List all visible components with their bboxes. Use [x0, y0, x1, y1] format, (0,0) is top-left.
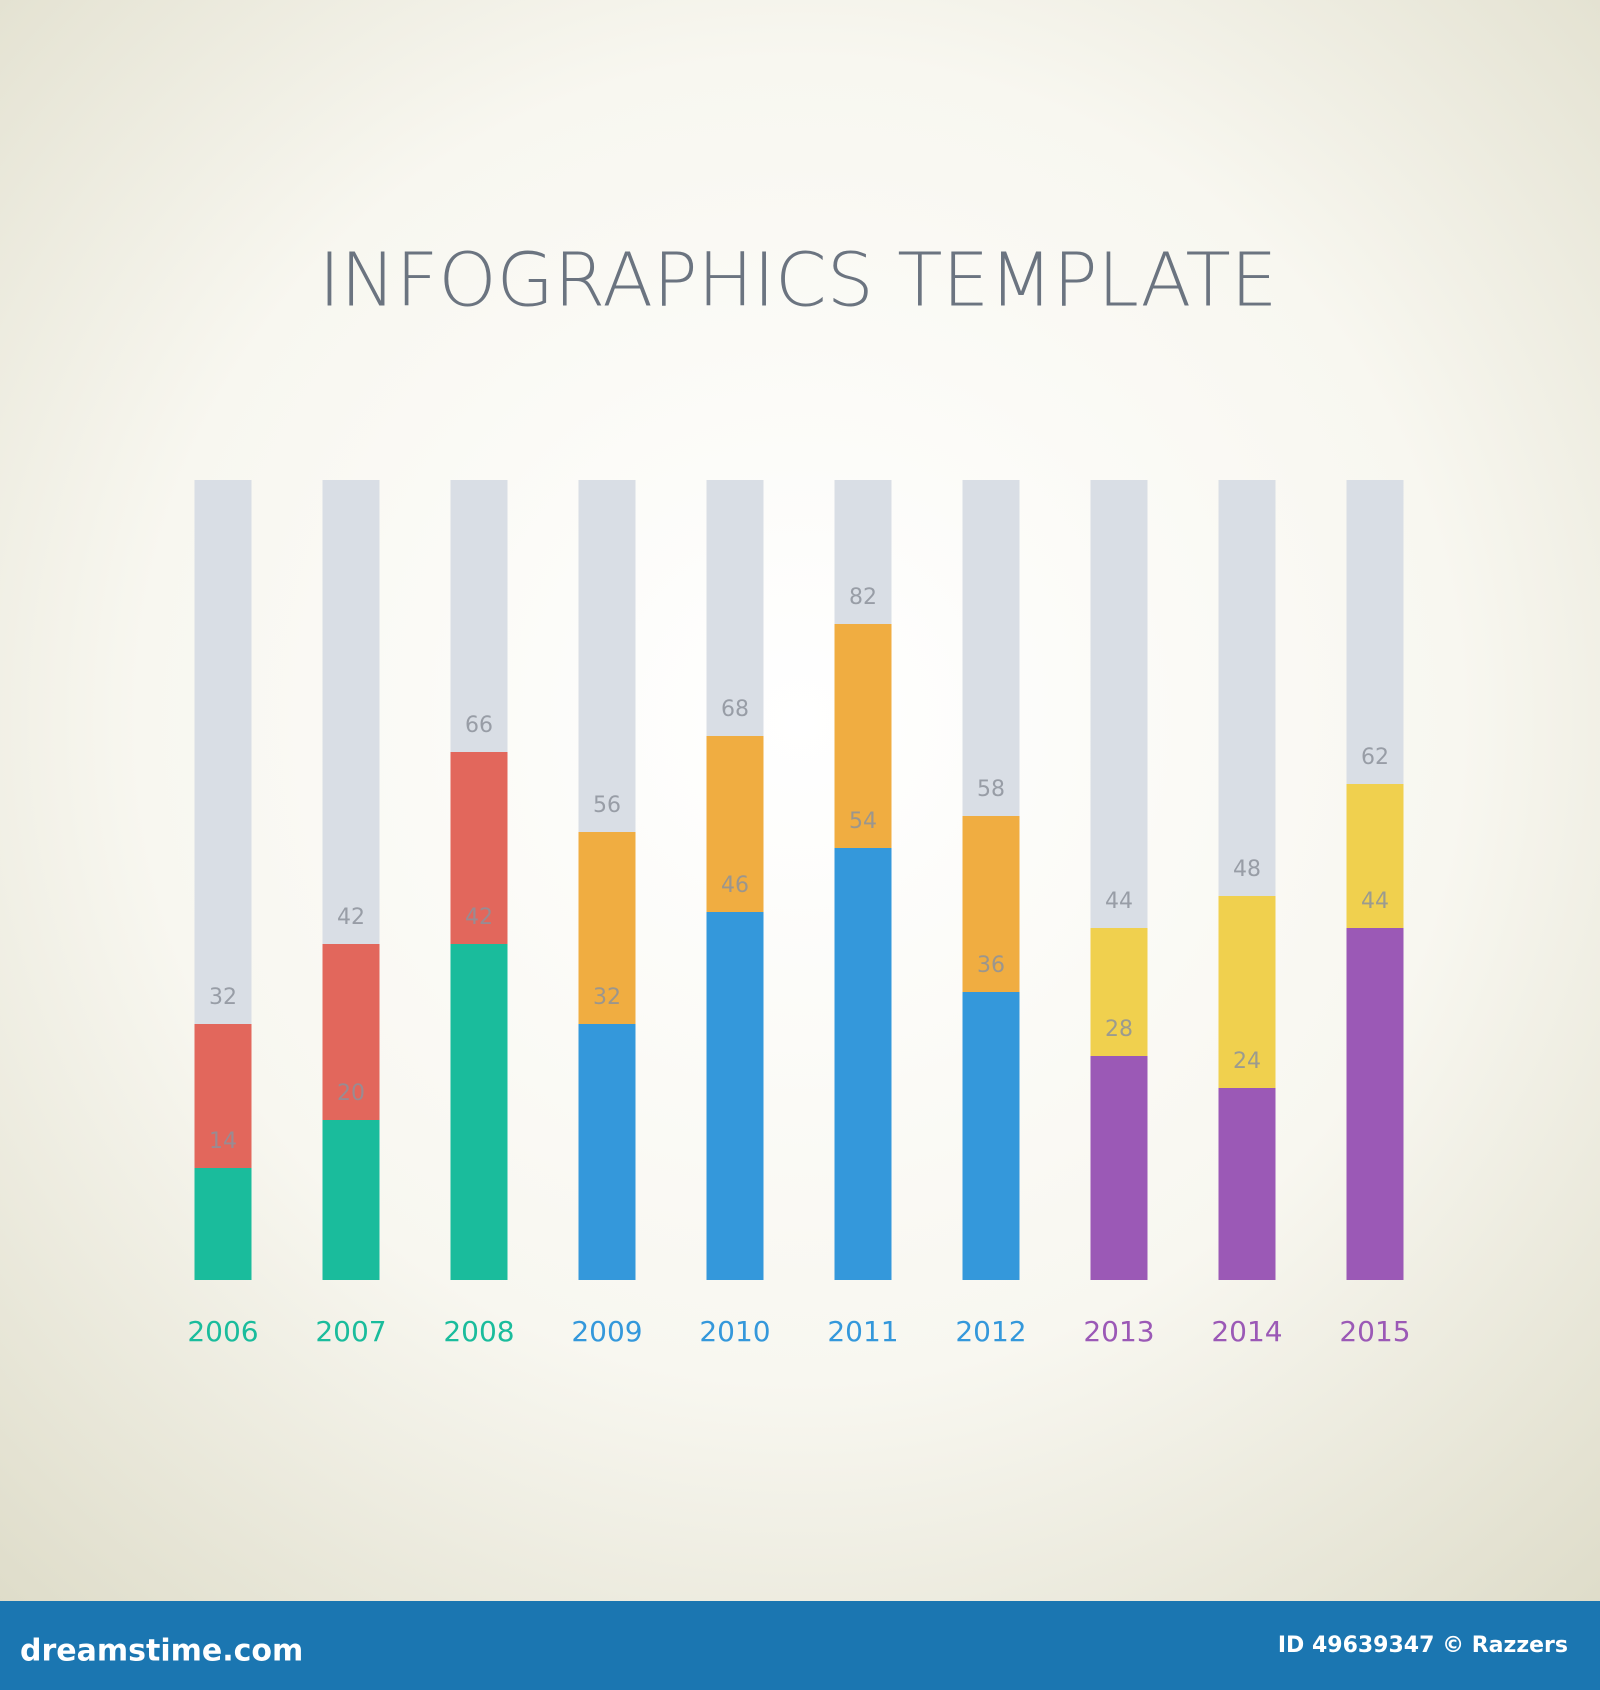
x-tick-label: 2013 — [1083, 1315, 1154, 1348]
chart-title: INFOGRAPHICS TEMPLATE — [319, 238, 1278, 324]
x-tick-label: 2012 — [955, 1315, 1026, 1348]
bar — [1090, 1056, 1148, 1280]
value-label: 28 — [1105, 1017, 1133, 1042]
value-label: 56 — [593, 793, 621, 818]
value-label: 44 — [1361, 889, 1389, 914]
value-label: 58 — [977, 777, 1005, 802]
bar — [1346, 928, 1404, 1280]
value-label: 42 — [337, 905, 365, 930]
footer-bar — [0, 1601, 1600, 1690]
x-tick-label: 2014 — [1211, 1315, 1282, 1348]
value-label: 66 — [465, 713, 493, 738]
value-label: 62 — [1361, 745, 1389, 770]
background — [0, 0, 1600, 1601]
x-tick-label: 2010 — [699, 1315, 770, 1348]
value-label: 46 — [721, 873, 749, 898]
bar — [1218, 1088, 1276, 1280]
x-tick-label: 2015 — [1339, 1315, 1410, 1348]
value-label: 32 — [209, 985, 237, 1010]
x-tick-label: 2008 — [443, 1315, 514, 1348]
x-tick-label: 2006 — [187, 1315, 258, 1348]
footer-site: dreamstime.com — [20, 1634, 303, 1669]
value-label: 36 — [977, 953, 1005, 978]
bar — [962, 992, 1020, 1280]
value-label: 32 — [593, 985, 621, 1010]
bar — [194, 1168, 252, 1280]
value-label: 42 — [465, 905, 493, 930]
value-label: 14 — [209, 1129, 237, 1154]
value-label: 44 — [1105, 889, 1133, 914]
x-tick-label: 2007 — [315, 1315, 386, 1348]
bar — [578, 1024, 636, 1280]
value-label: 20 — [337, 1081, 365, 1106]
x-tick-label: 2011 — [827, 1315, 898, 1348]
bar — [834, 848, 892, 1280]
value-label: 82 — [849, 585, 877, 610]
value-label: 68 — [721, 697, 749, 722]
value-label: 24 — [1233, 1049, 1261, 1074]
bar — [322, 1120, 380, 1280]
value-label: 54 — [849, 809, 877, 834]
bar — [706, 912, 764, 1280]
footer-id: ID 49639347 © Razzers — [1278, 1633, 1568, 1658]
x-tick-label: 2009 — [571, 1315, 642, 1348]
bar — [450, 944, 508, 1280]
value-label: 48 — [1233, 857, 1261, 882]
